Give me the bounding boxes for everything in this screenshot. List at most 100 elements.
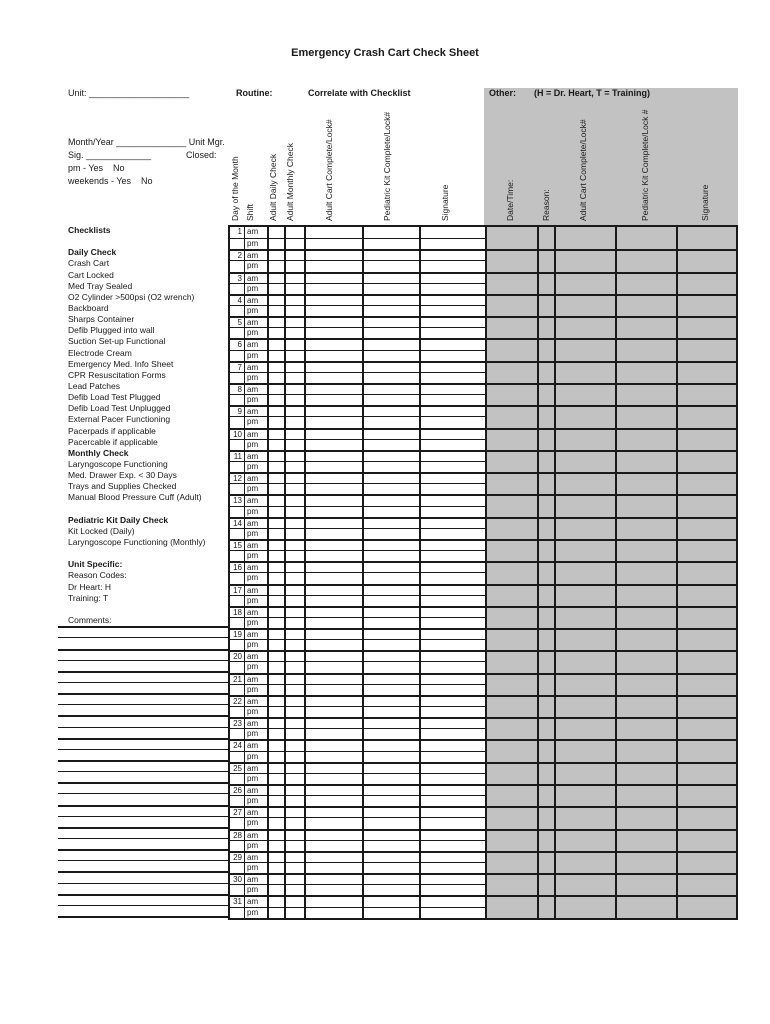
- other-signature-cell: [676, 739, 736, 762]
- signature-cell: [419, 416, 485, 428]
- adult-daily-check-cell: [267, 516, 284, 528]
- other-adult-cart-lock-cell: [554, 227, 615, 250]
- other-reason-cell: [537, 628, 554, 651]
- pediatric-kit-lock-cell: [362, 271, 419, 283]
- other-section-background: [484, 88, 738, 227]
- other-datetime-cell: [485, 382, 537, 406]
- adult-monthly-check-cell: [284, 628, 304, 640]
- adult-daily-check-cell: [267, 605, 284, 617]
- other-reason-cell: [537, 828, 554, 851]
- shift-cell: pm: [244, 750, 267, 762]
- other-datetime-cell: [485, 806, 537, 829]
- other-adult-cart-lock-cell: [554, 717, 615, 740]
- day-cell: 3: [230, 271, 244, 283]
- day-cell: [230, 550, 244, 562]
- signature-cell: [419, 327, 485, 339]
- adult-cart-lock-cell: [304, 405, 362, 417]
- signature-cell: [419, 650, 485, 662]
- shift-cell: pm: [244, 706, 267, 718]
- other-reason-cell: [537, 806, 554, 829]
- column-header: Pediatric Kit Complete/Lock #: [640, 109, 650, 222]
- pediatric-kit-lock-cell: [362, 850, 419, 863]
- other-pediatric-kit-lock-cell: [615, 316, 676, 339]
- other-pediatric-kit-lock-cell: [615, 628, 676, 651]
- adult-daily-check-cell: [267, 817, 284, 829]
- day-cell: 5: [230, 316, 244, 328]
- other-reason-cell: [537, 694, 554, 718]
- adult-daily-check-cell: [267, 483, 284, 495]
- pediatric-kit-lock-cell: [362, 761, 419, 773]
- signature-cell: [419, 472, 485, 484]
- day-cell: 30: [230, 873, 244, 885]
- other-pediatric-kit-lock-cell: [615, 516, 676, 539]
- adult-monthly-check-cell: [284, 505, 304, 517]
- shift-cell: pm: [244, 906, 267, 918]
- adult-cart-lock-cell: [304, 516, 362, 528]
- pediatric-kit-lock-cell: [362, 371, 419, 383]
- shift-cell: am: [244, 806, 267, 818]
- day-cell: 31: [230, 895, 244, 907]
- other-datetime-cell: [485, 761, 537, 785]
- other-reason-cell: [537, 717, 554, 740]
- adult-daily-check-cell: [267, 616, 284, 629]
- column-header: Reason:: [541, 189, 551, 221]
- other-datetime-cell: [485, 605, 537, 629]
- adult-daily-check-cell: [267, 772, 284, 785]
- other-datetime-cell: [485, 628, 537, 651]
- other-pediatric-kit-lock-cell: [615, 784, 676, 807]
- day-cell: [230, 282, 244, 294]
- other-adult-cart-lock-cell: [554, 472, 615, 495]
- pediatric-kit-lock-cell: [362, 594, 419, 606]
- day-cell: [230, 349, 244, 361]
- adult-daily-check-cell: [267, 527, 284, 539]
- pediatric-kit-lock-cell: [362, 884, 419, 896]
- other-reason-cell: [537, 360, 554, 383]
- other-signature-cell: [676, 538, 736, 562]
- adult-daily-check-cell: [267, 349, 284, 361]
- shift-cell: pm: [244, 238, 267, 250]
- closed-label: Closed:: [186, 150, 217, 160]
- adult-cart-lock-cell: [304, 371, 362, 383]
- day-cell: [230, 817, 244, 829]
- day-cell: 29: [230, 850, 244, 863]
- day-cell: [230, 728, 244, 740]
- adult-cart-lock-cell: [304, 494, 362, 506]
- adult-cart-lock-cell: [304, 483, 362, 495]
- other-reason-cell: [537, 382, 554, 406]
- other-reason-cell: [537, 405, 554, 428]
- adult-cart-lock-cell: [304, 327, 362, 339]
- other-reason-cell: [537, 449, 554, 473]
- signature-cell: [419, 795, 485, 807]
- day-cell: [230, 594, 244, 606]
- other-adult-cart-lock-cell: [554, 316, 615, 339]
- adult-cart-lock-cell: [304, 382, 362, 395]
- other-signature-cell: [676, 516, 736, 539]
- adult-cart-lock-cell: [304, 862, 362, 874]
- shift-cell: am: [244, 271, 267, 283]
- other-datetime-cell: [485, 739, 537, 762]
- other-signature-cell: [676, 850, 736, 874]
- signature-cell: [419, 260, 485, 272]
- signature-cell: [419, 850, 485, 863]
- adult-daily-check-cell: [267, 717, 284, 729]
- adult-monthly-check-cell: [284, 850, 304, 863]
- adult-cart-lock-cell: [304, 906, 362, 918]
- other-signature-cell: [676, 806, 736, 829]
- adult-monthly-check-cell: [284, 238, 304, 250]
- adult-cart-lock-cell: [304, 795, 362, 807]
- other-datetime-cell: [485, 472, 537, 495]
- signature-cell: [419, 750, 485, 762]
- day-cell: 24: [230, 739, 244, 751]
- adult-daily-check-cell: [267, 828, 284, 840]
- signature-cell: [419, 238, 485, 250]
- pediatric-kit-lock-cell: [362, 405, 419, 417]
- shift-cell: pm: [244, 594, 267, 606]
- adult-monthly-check-cell: [284, 327, 304, 339]
- adult-monthly-check-cell: [284, 616, 304, 629]
- pediatric-kit-lock-cell: [362, 249, 419, 261]
- adult-daily-check-cell: [267, 293, 284, 305]
- shift-cell: am: [244, 516, 267, 528]
- adult-daily-check-cell: [267, 304, 284, 317]
- adult-cart-lock-cell: [304, 650, 362, 662]
- signature-cell: [419, 516, 485, 528]
